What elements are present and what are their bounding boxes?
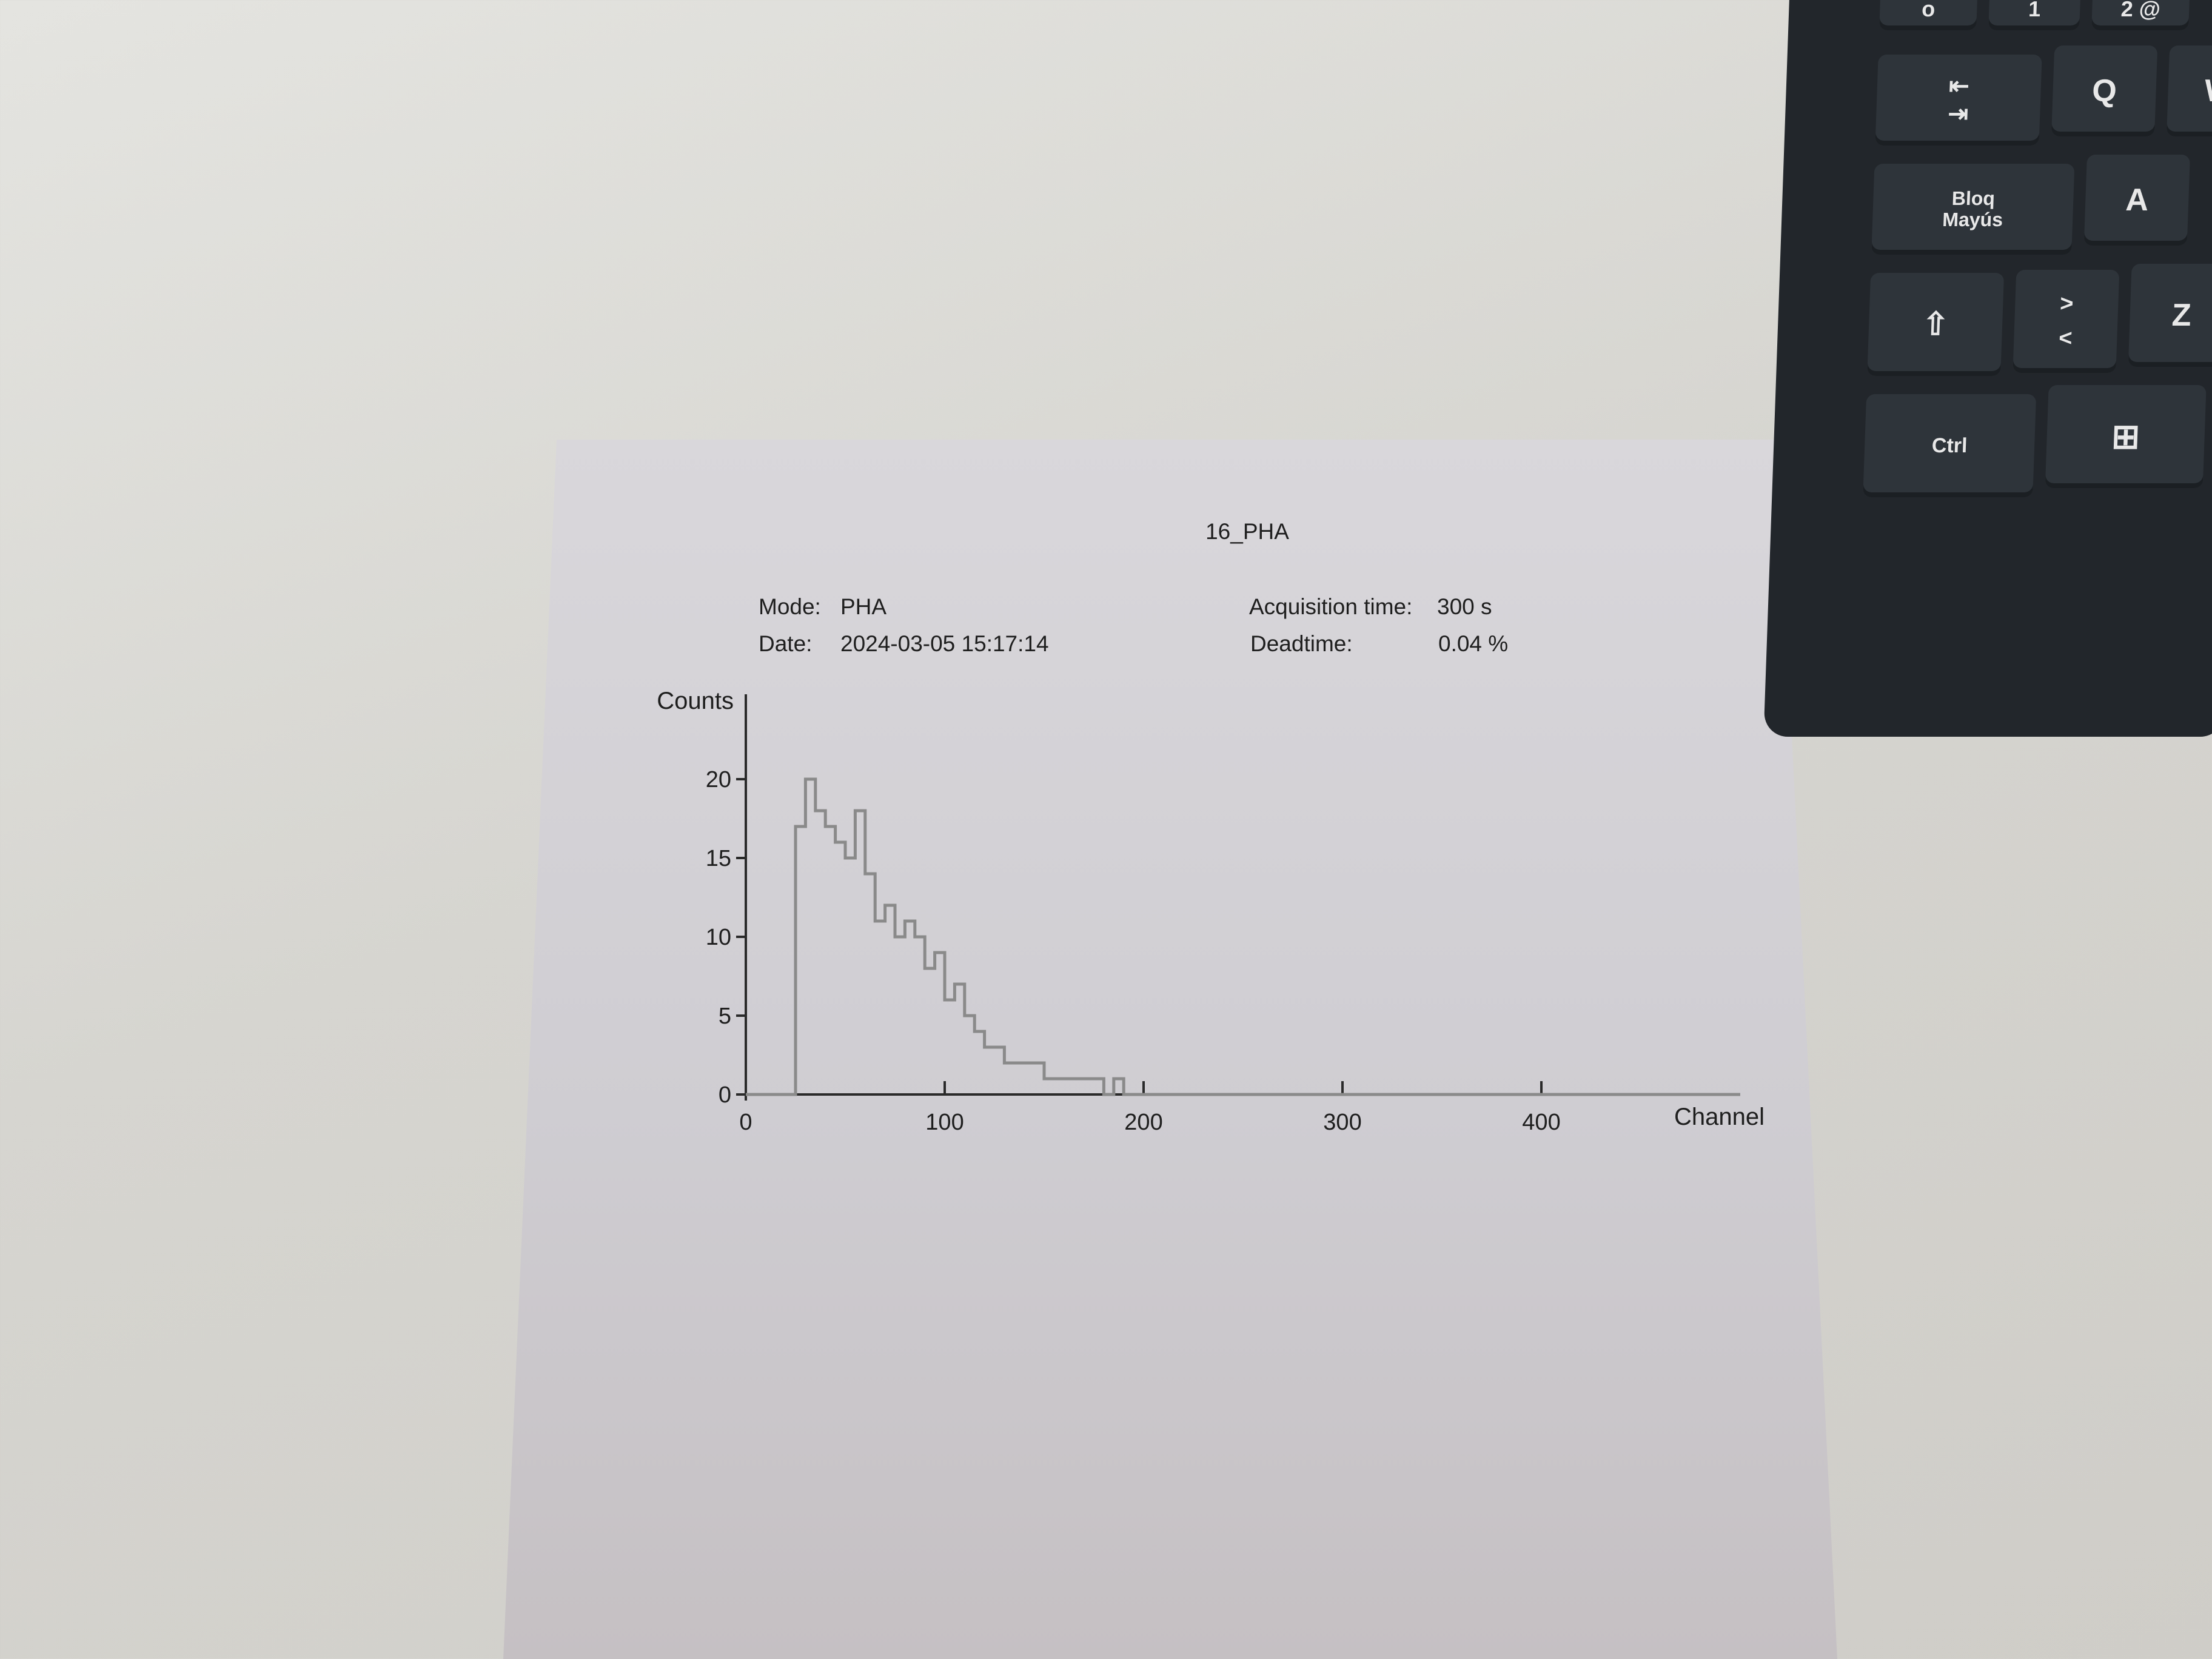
key-ctrl[interactable]: Ctrl	[1863, 394, 2037, 497]
acquisition-time-value: 300 s	[1437, 594, 1492, 619]
key-caps-lock[interactable]: Bloq Mayús	[1871, 164, 2075, 255]
keyboard: o 1 2 @ ⇤ ⇥ Q W Bloq Mayús A ⇧ > < Z Ctr…	[1763, 0, 2212, 737]
y-tick-label: 20	[706, 767, 731, 793]
key-shift[interactable]: ⇧	[1867, 273, 2005, 376]
key-a[interactable]: A	[2083, 155, 2190, 246]
y-tick-label: 15	[706, 846, 731, 871]
y-tick-label: 5	[719, 1004, 731, 1029]
mode-value: PHA	[840, 594, 887, 619]
x-tick-label: 400	[1522, 1110, 1560, 1135]
chart-title: 16_PHA	[1205, 519, 1289, 544]
x-tick-label: 100	[925, 1110, 964, 1135]
x-tick-label: 200	[1124, 1110, 1162, 1135]
series-line	[746, 777, 1740, 1096]
deadtime-label: Deadtime:	[1250, 631, 1353, 656]
mode-label: Mode:	[759, 594, 821, 619]
date-label: Date:	[759, 631, 813, 656]
acquisition-time-label: Acquisition time:	[1249, 594, 1413, 619]
key-z[interactable]: Z	[2128, 264, 2212, 367]
key-two[interactable]: 2 @	[2091, 0, 2190, 30]
key-one[interactable]: 1	[1988, 0, 2081, 30]
key-zero[interactable]: o	[1879, 0, 1978, 30]
y-axis-label: Counts	[657, 688, 734, 714]
deadtime-value: 0.04 %	[1438, 631, 1509, 656]
y-tick-label: 10	[706, 925, 731, 950]
x-tick-label: 0	[739, 1110, 752, 1135]
key-tab[interactable]: ⇤ ⇥	[1875, 55, 2042, 146]
x-axis-label: Channel	[1674, 1104, 1765, 1130]
key-windows[interactable]: ⊞	[2045, 385, 2207, 488]
printed-sheet	[503, 440, 1837, 1659]
pha-spectrum-chart: 0 100 200 300 400 0 5 10 15 20 Channel Counts	[657, 688, 1765, 1135]
key-angle-brackets[interactable]: > <	[2013, 270, 2120, 373]
x-tick-label: 300	[1323, 1110, 1361, 1135]
key-w[interactable]: W	[2167, 45, 2212, 136]
y-tick-label: 0	[719, 1082, 731, 1108]
key-q[interactable]: Q	[2051, 45, 2158, 136]
date-value: 2024-03-05 15:17:14	[840, 631, 1049, 656]
